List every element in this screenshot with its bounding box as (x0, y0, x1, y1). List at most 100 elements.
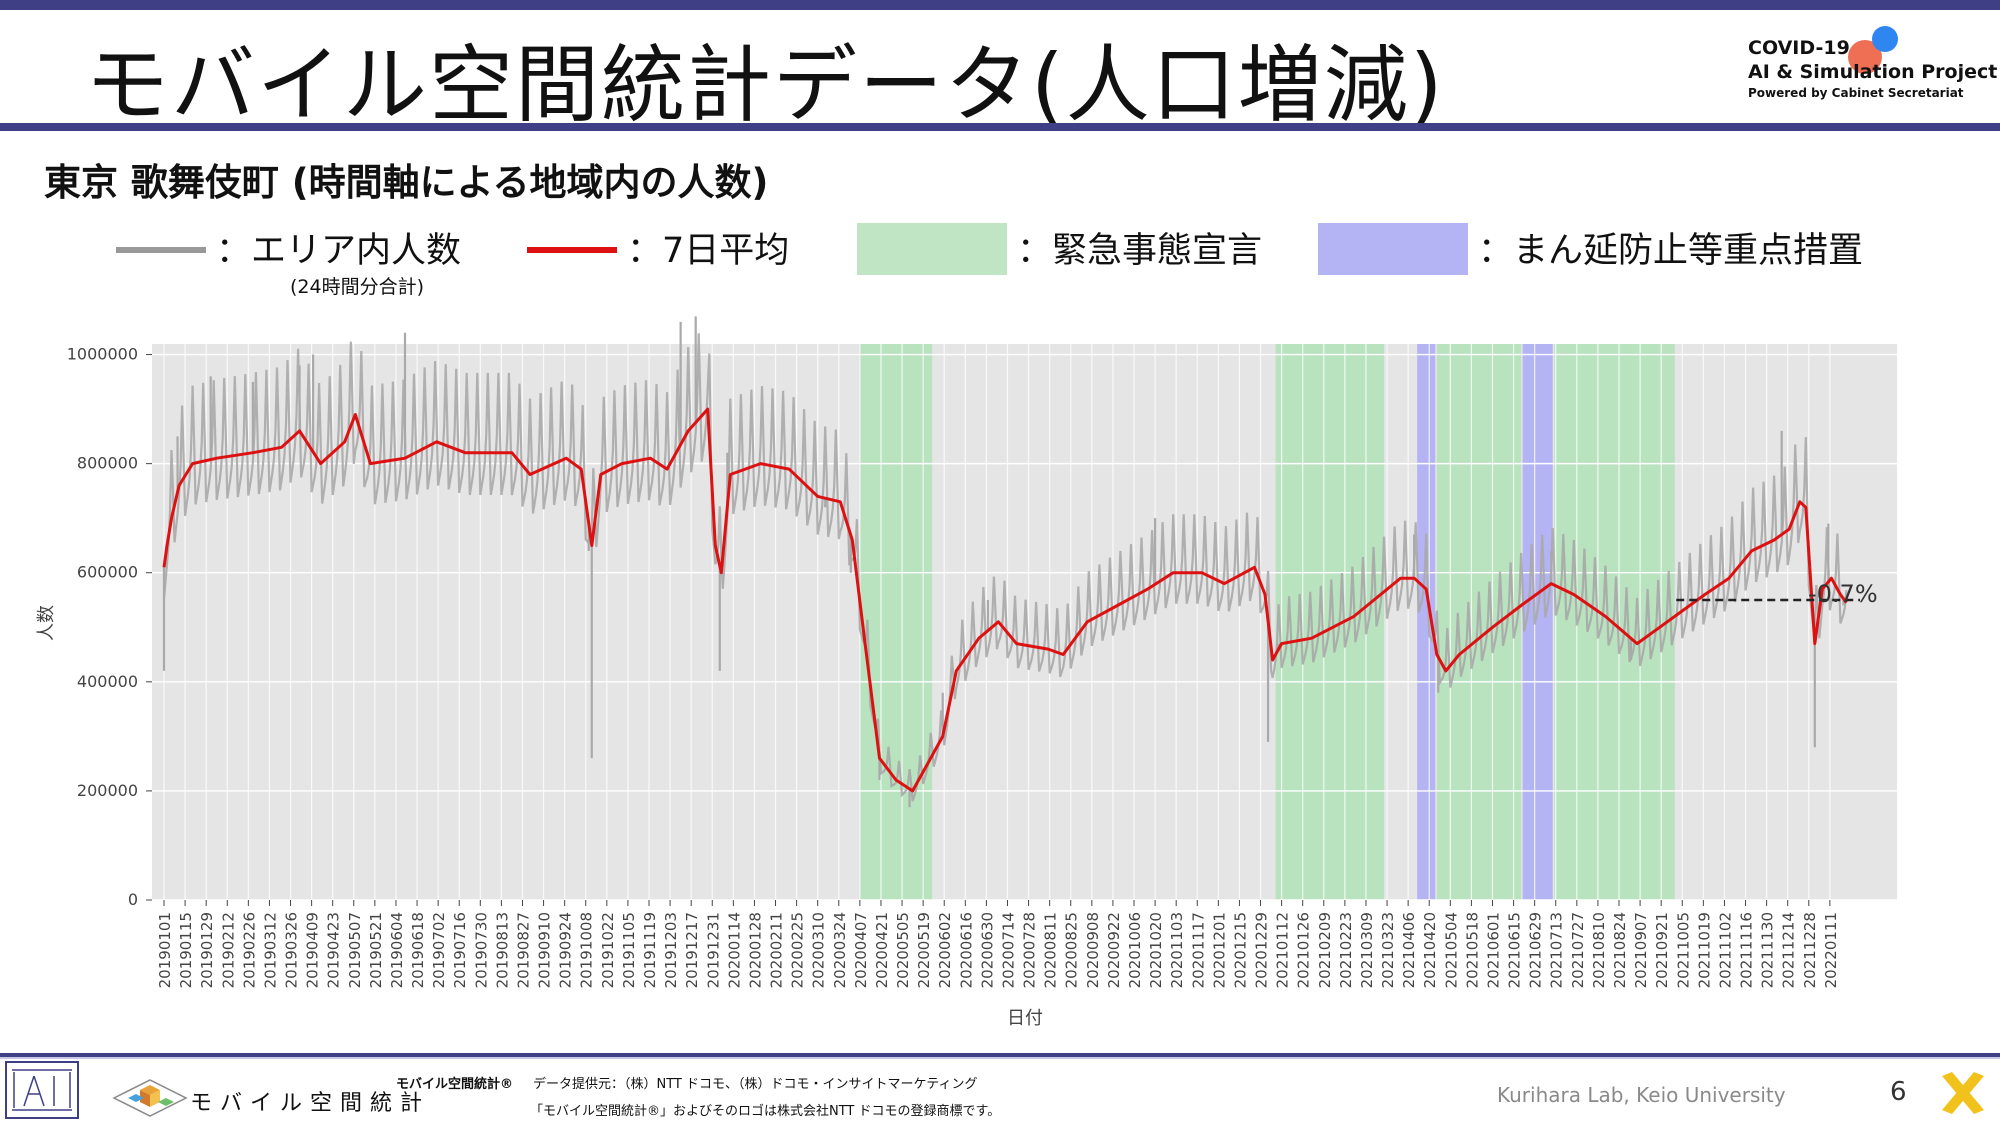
x-tick-label: 20191022 (599, 912, 617, 988)
x-tick-label: 20220111 (1822, 912, 1840, 988)
x-tick-label: 20191203 (662, 912, 680, 988)
x-tick-label: 20190326 (283, 912, 301, 988)
x-tick-label: 20211116 (1738, 912, 1756, 988)
population-chart: -0.7% 0 200000 400000 600000 800000 1000000 20… (36, 316, 1897, 1029)
x-tick-label: 20211005 (1674, 912, 1692, 988)
x-tick-label: 20210406 (1400, 912, 1418, 988)
chart-subtitle: 東京 歌舞伎町 (時間軸による地域内の人数) (44, 161, 769, 204)
x-tick-label: 20210907 (1632, 912, 1650, 988)
x-tick-label: 20200128 (746, 912, 764, 988)
x-tick-label: 20190730 (472, 912, 490, 988)
y-tick-label: 600000 (77, 563, 138, 582)
semi-emergency-period (1417, 344, 1436, 900)
x-tick-label: 20210323 (1379, 912, 1397, 988)
y-tick-label: 0 (128, 890, 138, 909)
x-tick-label: 20210824 (1611, 912, 1629, 988)
avg7-series-line (162, 407, 1848, 793)
x-tick-label: 20201103 (1168, 912, 1186, 988)
x-tick-label: 20190423 (325, 912, 343, 988)
x-tick-label: 20211102 (1716, 912, 1734, 988)
change-annotation: -0.7% (1808, 580, 1878, 608)
x-tick-label: 20190604 (388, 912, 406, 988)
x-tick-label: 20190115 (177, 912, 195, 988)
corner-x-logo-icon (1942, 1072, 1984, 1114)
x-tick-label: 20200505 (894, 912, 912, 988)
emergency-period (859, 344, 933, 900)
x-tick-label: 20211214 (1780, 912, 1798, 988)
x-tick-label: 20200602 (936, 912, 954, 988)
x-tick-label: 20210518 (1463, 912, 1481, 988)
logo-blue-dot-icon (1872, 26, 1898, 52)
logo-line3: Powered by Cabinet Secretariat (1748, 86, 1964, 100)
x-axis-label: 日付 (1007, 1008, 1043, 1029)
x-tick-label: 20200225 (789, 912, 807, 988)
x-tick-label: 20200324 (831, 912, 849, 988)
x-tick-label: 20210713 (1548, 912, 1566, 988)
legend-emergency-swatch (857, 223, 1007, 275)
legend-raw-swatch (116, 247, 206, 253)
x-tick-label: 20200407 (852, 912, 870, 988)
legend-semi-swatch (1318, 223, 1468, 275)
x-tick-label: 20191231 (704, 912, 722, 988)
y-tick-label: 1000000 (67, 345, 138, 364)
x-tick-label: 20201201 (1210, 912, 1228, 988)
x-tick-label: 20190212 (219, 912, 237, 988)
x-tick-label: 20210420 (1421, 912, 1439, 988)
y-tick-label: 800000 (77, 454, 138, 473)
x-tick-label: 20200616 (957, 912, 975, 988)
legend-raw-label: ：エリア内人数 (216, 231, 462, 271)
footer-source-line2: 「モバイル空間統計®」およびそのロゴは株式会社NTT ドコモの登録商標です。 (530, 1104, 1001, 1119)
x-tick-label: 20201117 (1189, 912, 1207, 988)
x-tick-label: 20201006 (1126, 912, 1144, 988)
y-axis-label: 人数 (36, 605, 57, 641)
top-accent-bar (0, 0, 2000, 10)
x-tick-label: 20200714 (999, 912, 1017, 988)
x-tick-label: 20190521 (367, 912, 385, 988)
x-tick-label: 20201020 (1147, 912, 1165, 988)
x-tick-label: 20200630 (978, 912, 996, 988)
covid-ai-logo: COVID-19 AI & Simulation Project Powered… (1748, 26, 1998, 116)
x-tick-label: 20201229 (1253, 912, 1271, 988)
x-tick-label: 20200922 (1105, 912, 1123, 988)
x-tick-label: 20190409 (304, 912, 322, 988)
x-tick-label: 20191217 (683, 912, 701, 988)
x-tick-label: 20190618 (409, 912, 427, 988)
x-tick-label: 20210601 (1484, 912, 1502, 988)
x-tick-label: 20200421 (873, 912, 891, 988)
x-tick-label: 20190813 (493, 912, 511, 988)
x-tick-label: 20210209 (1316, 912, 1334, 988)
title-divider (0, 123, 2000, 131)
x-tick-label: 20190312 (261, 912, 279, 988)
x-tick-label: 20200519 (915, 912, 933, 988)
x-tick-label: 20190702 (430, 912, 448, 988)
footer-divider-light (0, 1057, 2000, 1059)
raw-series-line (162, 333, 1848, 802)
x-tick-label: 20211130 (1759, 912, 1777, 988)
x-tick-label: 20211228 (1801, 912, 1819, 988)
page-number: 6 (1890, 1077, 1907, 1107)
x-tick-label: 20210810 (1590, 912, 1608, 988)
x-tick-label: 20201215 (1231, 912, 1249, 988)
semi-emergency-period (1522, 344, 1553, 900)
logo-line1: COVID-19 (1748, 37, 1850, 59)
x-tick-label: 20190129 (198, 912, 216, 988)
legend-avg-label: ：7日平均 (627, 231, 790, 271)
x-tick-label: 20191119 (641, 912, 659, 988)
x-tick-label: 20210223 (1337, 912, 1355, 988)
x-tick-label: 20200211 (768, 912, 786, 988)
x-tick-label: 20191105 (620, 912, 638, 988)
x-tick-label: 20190101 (156, 912, 174, 988)
x-tick-label: 20190716 (451, 912, 469, 988)
footer-lab: Kurihara Lab, Keio University (1497, 1083, 1786, 1107)
footer-divider (0, 1053, 2000, 1057)
legend-raw-note: (24時間分合計) (290, 276, 425, 298)
y-tick-label: 400000 (77, 672, 138, 691)
x-tick-label: 20200825 (1063, 912, 1081, 988)
legend-avg-swatch (527, 247, 617, 253)
x-tick-label: 20210629 (1527, 912, 1545, 988)
ai-logo-icon (5, 1061, 79, 1119)
x-tick-label: 20190924 (557, 912, 575, 988)
legend-semi-label: ：まん延防止等重点措置 (1478, 231, 1864, 271)
footer-source-line1: データ提供元：（株）NTT ドコモ、（株）ドコモ・インサイトマーケティング (533, 1077, 978, 1092)
x-tick-label: 20200728 (1021, 912, 1039, 988)
